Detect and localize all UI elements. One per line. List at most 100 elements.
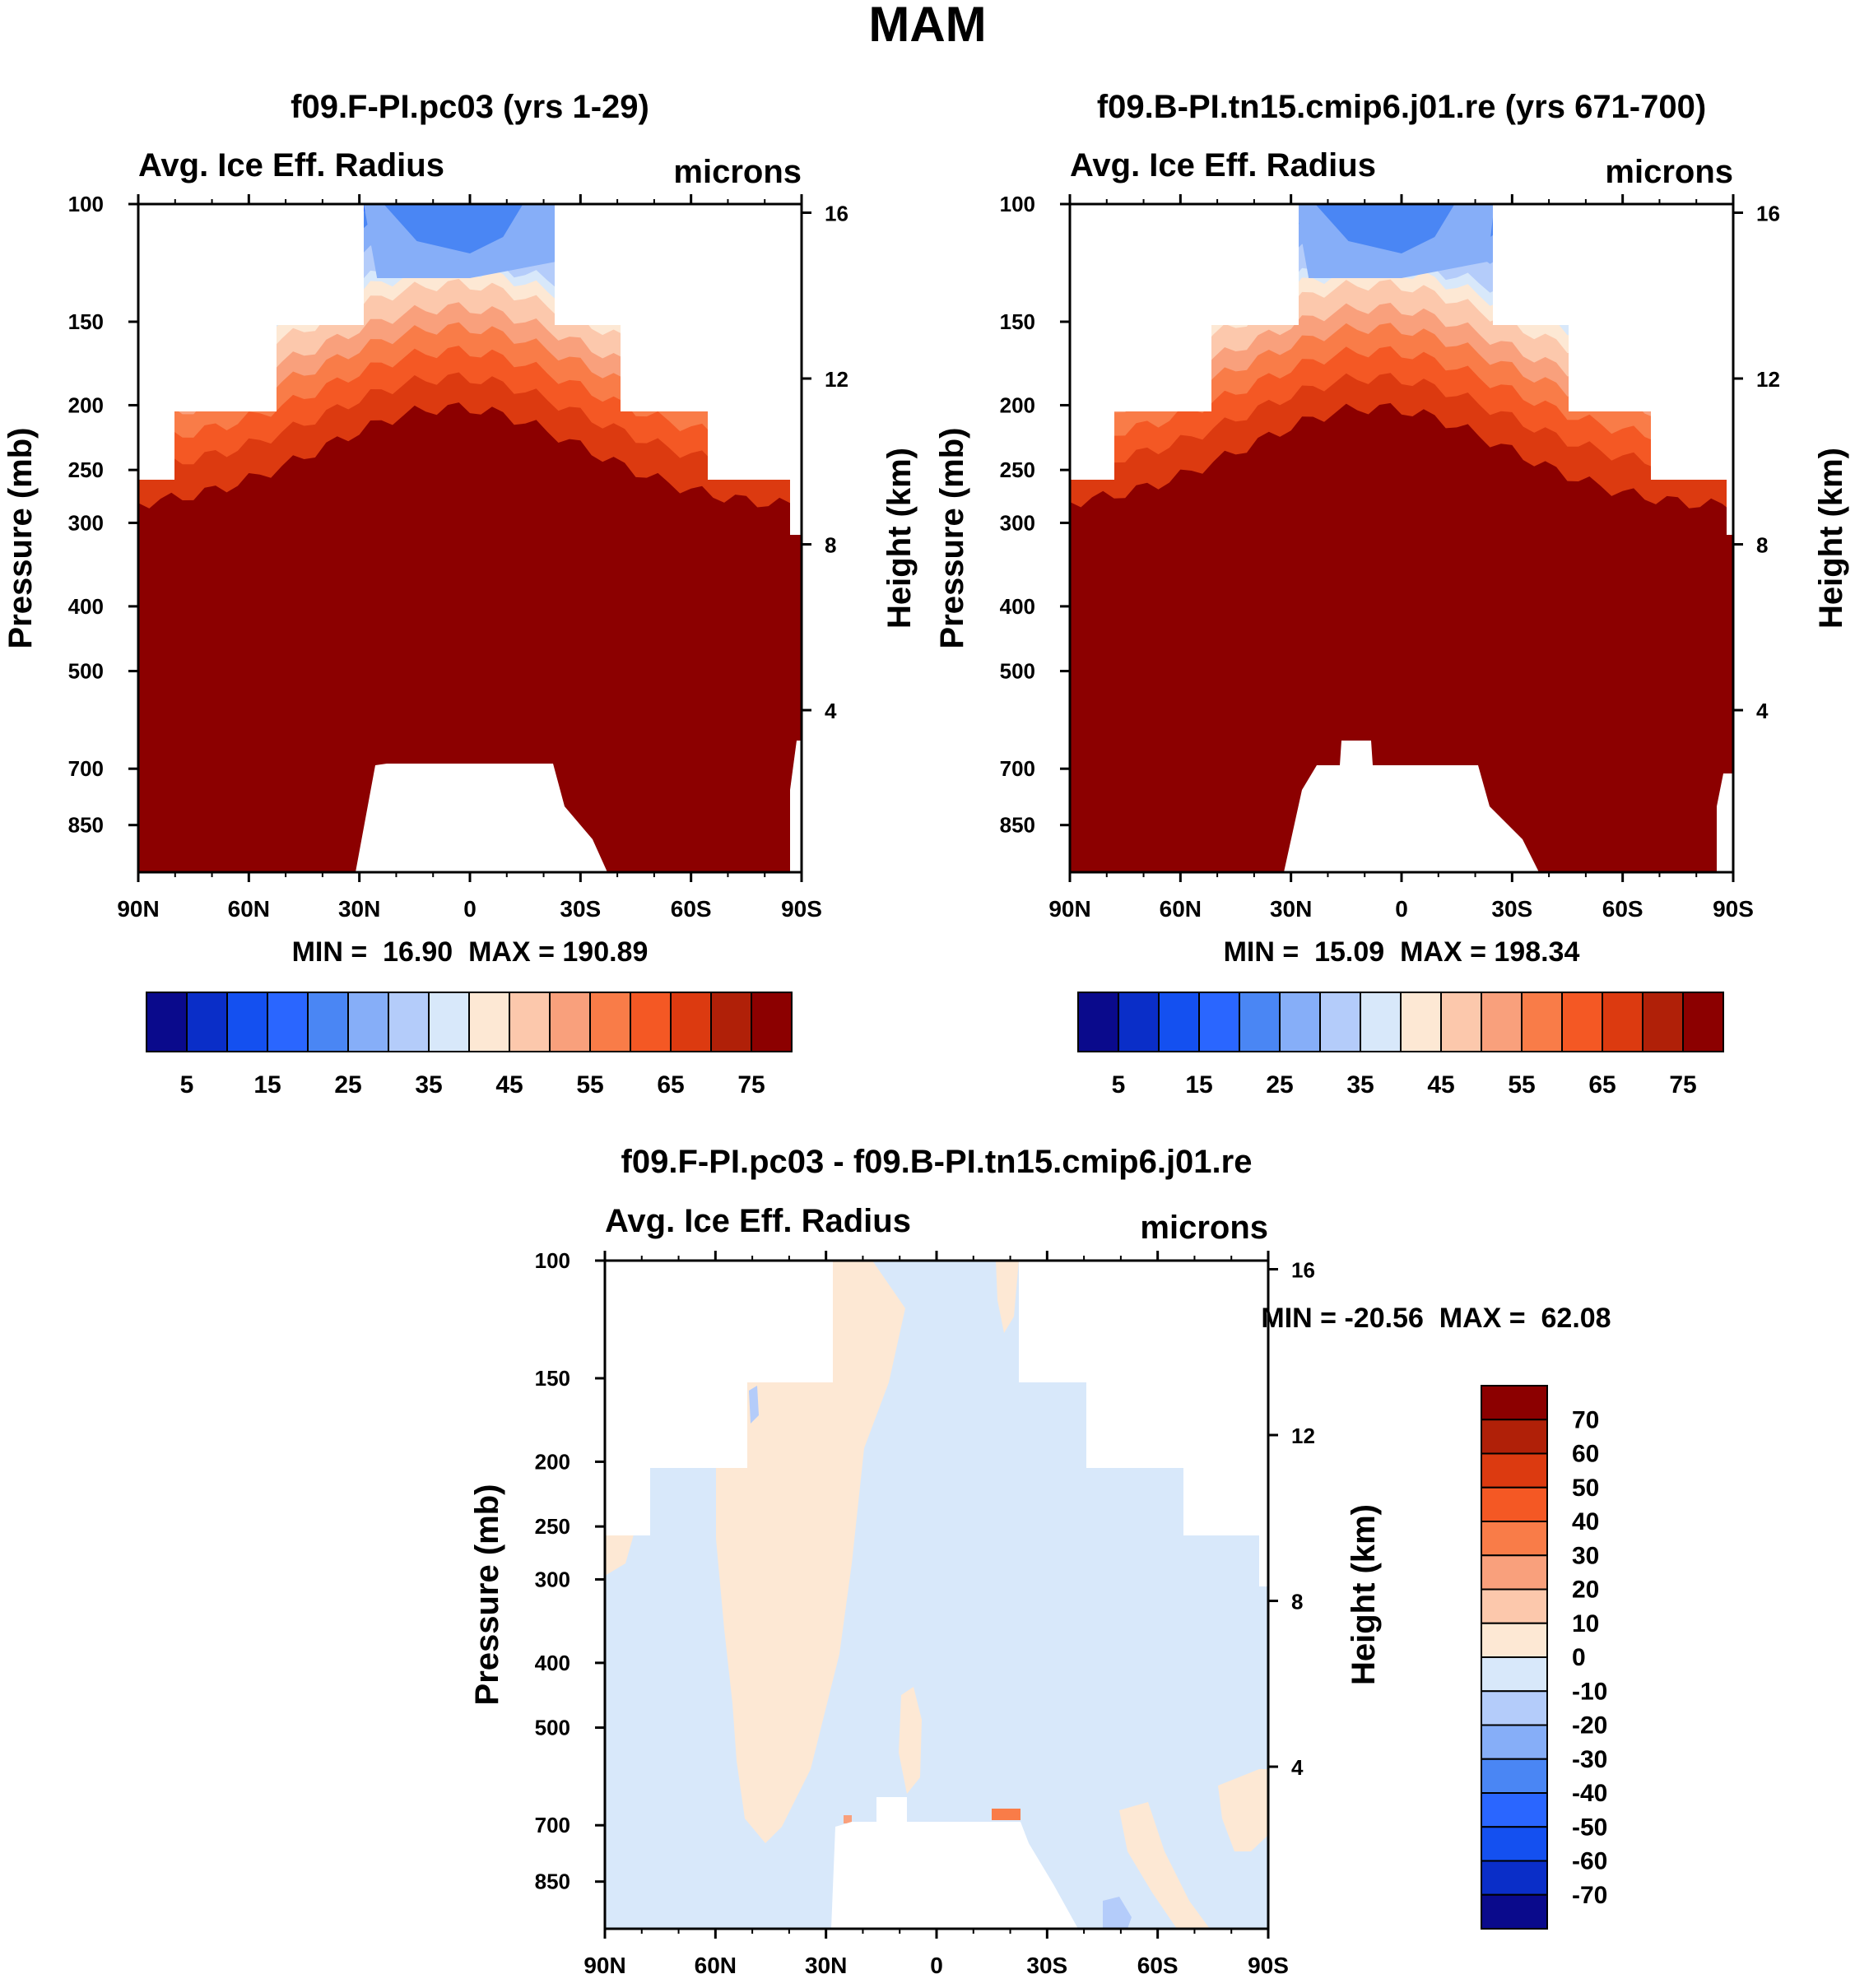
colorbar-label: 55 — [576, 1071, 603, 1099]
colorbar-swatch — [226, 992, 268, 1052]
colorbar-swatch — [1481, 1419, 1548, 1455]
x-tick-label: 30S — [1491, 896, 1532, 922]
y-tick-label: 150 — [535, 1366, 570, 1391]
colorbar-label: 60 — [1572, 1441, 1599, 1468]
colorbar-swatch — [589, 992, 631, 1052]
y2-tick-label: 16 — [1291, 1258, 1315, 1283]
panel-2-missing-data — [1070, 204, 1299, 480]
colorbar-swatch — [428, 992, 470, 1052]
panel-3: f09.F-PI.pc03 - f09.B-PI.tn15.cmip6.j01.… — [469, 1144, 1611, 1978]
colorbar-swatch — [1602, 992, 1643, 1052]
colorbar-swatch — [1481, 1554, 1548, 1591]
colorbar-swatch — [630, 992, 672, 1052]
colorbar-label: 25 — [334, 1071, 361, 1099]
y-tick-label: 400 — [535, 1651, 570, 1675]
colorbar-swatch — [267, 992, 309, 1052]
colorbar-swatch — [146, 992, 188, 1052]
colorbar-swatch — [549, 992, 591, 1052]
colorbar-label: 45 — [1427, 1071, 1454, 1099]
colorbar-label: -60 — [1572, 1848, 1607, 1875]
colorbar-swatch — [710, 992, 752, 1052]
y-tick-label: 500 — [1000, 659, 1035, 684]
colorbar-label: 70 — [1572, 1406, 1599, 1433]
panel-1-axes: 90N 60N 30N 0 30S 60S 90S 100 150 200 250 300 400 500… — [68, 192, 848, 922]
colorbar-swatch — [1481, 1588, 1548, 1624]
x-tick-label: 60N — [228, 896, 270, 922]
panel-3-axes: 90N 60N 30N 0 30S 60S 90S 100 150 200 250 300 400 500… — [535, 1248, 1315, 1978]
colorbar-label: 15 — [1185, 1071, 1212, 1099]
x-tick-label: 90N — [583, 1953, 625, 1978]
y-tick-label: 500 — [68, 659, 104, 684]
panel-3-negative-patch — [1103, 1897, 1132, 1929]
colorbar-swatch — [1400, 992, 1442, 1052]
x-tick-label: 60S — [1602, 896, 1643, 922]
x-tick-label: 60N — [695, 1953, 737, 1978]
colorbar-label: -30 — [1572, 1746, 1607, 1773]
y2-tick-label: 4 — [1291, 1755, 1304, 1780]
y-tick-label: 100 — [535, 1248, 570, 1273]
panel-2-colorbar: 5 15 25 35 45 55 65 75 — [1077, 992, 1724, 1099]
colorbar-label: 65 — [657, 1071, 684, 1099]
y2-tick-label: 16 — [825, 202, 848, 226]
panel-3-positive-band-right — [1119, 1802, 1210, 1929]
colorbar-swatch — [1481, 1860, 1548, 1896]
panel-1-right-label: microns — [673, 154, 802, 190]
colorbar-label: 5 — [1112, 1071, 1126, 1099]
panel-2-axes: 90N 60N 30N 0 30S 60S 90S 100 150 200 250 300 400 500… — [1000, 192, 1780, 922]
y-tick-label: 150 — [68, 309, 104, 334]
colorbar-swatch — [347, 992, 389, 1052]
x-tick-label: 60S — [1137, 1953, 1179, 1978]
panel-1-topography — [356, 764, 607, 872]
panel-2-y2label: Height (km) — [1813, 448, 1849, 629]
panel-3-field — [605, 1261, 1268, 1929]
colorbar-label: 20 — [1572, 1577, 1599, 1604]
x-tick-label: 0 — [930, 1953, 943, 1978]
colorbar-swatch — [1481, 992, 1523, 1052]
colorbar-swatch — [186, 992, 228, 1052]
colorbar-swatch — [1481, 1521, 1548, 1557]
colorbar-swatch — [1440, 992, 1482, 1052]
y2-tick-label: 12 — [1756, 367, 1780, 392]
panel-3-negative-patch-top — [749, 1386, 759, 1424]
panel-1-left-label: Avg. Ice Eff. Radius — [138, 147, 444, 183]
panel-1-missing-data-bottom-right — [790, 741, 802, 872]
panel-3-left-label: Avg. Ice Eff. Radius — [605, 1203, 911, 1239]
colorbar-label: 30 — [1572, 1542, 1599, 1569]
panel-3-hotspot-2 — [844, 1815, 852, 1823]
colorbar-swatch — [1118, 992, 1160, 1052]
y2-tick-label: 12 — [825, 367, 848, 392]
colorbar-swatch — [468, 992, 510, 1052]
panel-3-positive-band-far-right — [1218, 1769, 1268, 1851]
x-tick-label: 90N — [1048, 896, 1090, 922]
colorbar-label: 75 — [737, 1071, 765, 1099]
colorbar-swatch — [1481, 1690, 1548, 1726]
colorbar-swatch — [1521, 992, 1563, 1052]
panel-2-right-label: microns — [1605, 154, 1733, 190]
panel-3-y2label: Height (km) — [1346, 1504, 1382, 1685]
x-tick-label: 30N — [338, 896, 380, 922]
contour-band-cap-inner — [1315, 204, 1455, 253]
colorbar-swatch — [1481, 1486, 1548, 1522]
colorbar-swatch — [1158, 992, 1200, 1052]
colorbar-swatch — [1198, 992, 1240, 1052]
y-tick-label: 200 — [1000, 392, 1035, 417]
panel-1-title: f09.F-PI.pc03 (yrs 1-29) — [291, 89, 649, 125]
panel-2-stats: MIN = 15.09 MAX = 198.34 — [1224, 936, 1580, 968]
panel-1-field — [138, 204, 802, 872]
colorbar-swatch — [1481, 1622, 1548, 1658]
colorbar-swatch — [670, 992, 712, 1052]
y2-tick-label: 4 — [825, 699, 837, 723]
colorbar-swatch — [307, 992, 349, 1052]
panel-2-missing-data-right — [1493, 204, 1733, 535]
y-tick-label: 700 — [68, 756, 104, 781]
y2-tick-label: 4 — [1756, 699, 1769, 723]
panel-2-topography — [1284, 741, 1539, 872]
x-tick-label: 0 — [1395, 896, 1408, 922]
panel-2-field — [1070, 204, 1733, 872]
colorbar-swatch — [509, 992, 551, 1052]
colorbar-swatch — [1481, 1724, 1548, 1760]
panel-3-ylabel: Pressure (mb) — [469, 1484, 505, 1706]
y-tick-label: 300 — [535, 1567, 570, 1591]
colorbar-label: 25 — [1266, 1071, 1293, 1099]
panel-3-hotspot — [992, 1809, 1020, 1820]
